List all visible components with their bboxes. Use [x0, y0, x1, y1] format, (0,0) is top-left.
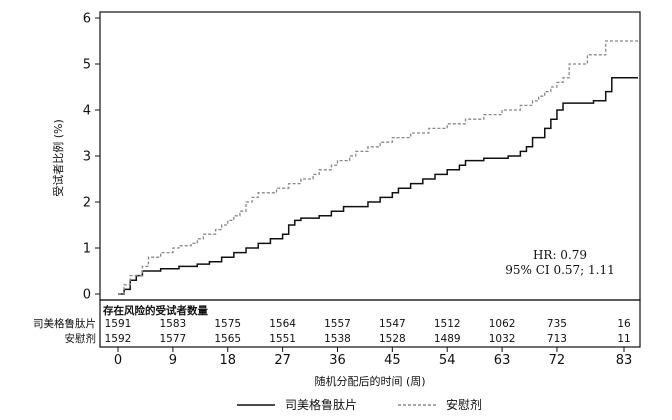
risk-count: 735	[547, 318, 567, 330]
risk-table-title: 存在风险的受试者数量	[103, 304, 208, 317]
risk-count: 1592	[105, 333, 132, 345]
legend: 司美格鲁肽片 安慰剂	[237, 397, 482, 412]
y-tick-label: 4	[83, 104, 91, 119]
risk-count: 1564	[269, 318, 296, 330]
risk-count: 1528	[379, 333, 406, 345]
risk-row-label: 安慰剂	[65, 332, 97, 345]
risk-row-label: 司美格鲁肽片	[33, 317, 96, 330]
x-tick-label: 54	[439, 353, 456, 368]
risk-count: 713	[547, 333, 567, 345]
y-tick-label: 0	[83, 288, 91, 303]
ci-annotation: 95% CI 0.57; 1.11	[505, 263, 615, 277]
risk-table-rows: 司美格鲁肽片 1591 1583 1575 1564 1557 1547 1512 1062 73…	[33, 317, 631, 345]
risk-count: 1557	[324, 318, 351, 330]
y-tick-label: 2	[83, 196, 91, 211]
risk-count: 16	[617, 318, 631, 330]
x-tick-label: 9	[169, 353, 177, 368]
x-tick-label: 18	[219, 353, 236, 368]
risk-count: 1575	[214, 318, 241, 330]
risk-count: 1547	[379, 318, 406, 330]
series-line-semaglutide	[118, 77, 638, 295]
x-tick-label: 45	[384, 353, 401, 368]
risk-count: 1538	[324, 333, 351, 345]
x-tick-label: 36	[329, 353, 346, 368]
y-tick-label: 5	[83, 58, 91, 73]
hr-annotation: HR: 0.79	[533, 248, 587, 262]
risk-count: 1565	[214, 333, 241, 345]
risk-count: 1583	[160, 318, 187, 330]
risk-count: 1591	[105, 318, 132, 330]
x-tick-label: 83	[616, 353, 633, 368]
y-tick-label: 3	[83, 150, 91, 165]
y-axis-ticks: 0 1 2 3 4 5 6	[83, 12, 100, 303]
series-line-placebo	[118, 40, 638, 295]
risk-count: 1489	[434, 333, 461, 345]
risk-count: 1512	[434, 318, 461, 330]
x-tick-label: 0	[114, 353, 122, 368]
risk-count: 11	[617, 333, 630, 345]
x-tick-label: 27	[274, 353, 291, 368]
risk-count: 1577	[160, 333, 187, 345]
y-tick-label: 1	[83, 242, 91, 257]
x-axis-label: 随机分配后的时间 (周)	[314, 374, 425, 388]
risk-count: 1062	[489, 318, 516, 330]
risk-count: 1032	[489, 333, 516, 345]
x-tick-label: 72	[549, 353, 566, 368]
x-tick-label: 63	[494, 353, 511, 368]
series-layer	[118, 40, 638, 295]
risk-table-frame	[99, 299, 641, 348]
y-tick-label: 6	[83, 12, 91, 27]
legend-label-semaglutide: 司美格鲁肽片	[285, 397, 357, 412]
risk-count: 1551	[269, 333, 296, 345]
legend-label-placebo: 安慰剂	[446, 397, 482, 412]
x-axis-ticks: 0 9 18 27 36 45 54 63 72 83	[114, 347, 632, 368]
y-axis-label: 受试者比例 (%)	[51, 119, 65, 197]
